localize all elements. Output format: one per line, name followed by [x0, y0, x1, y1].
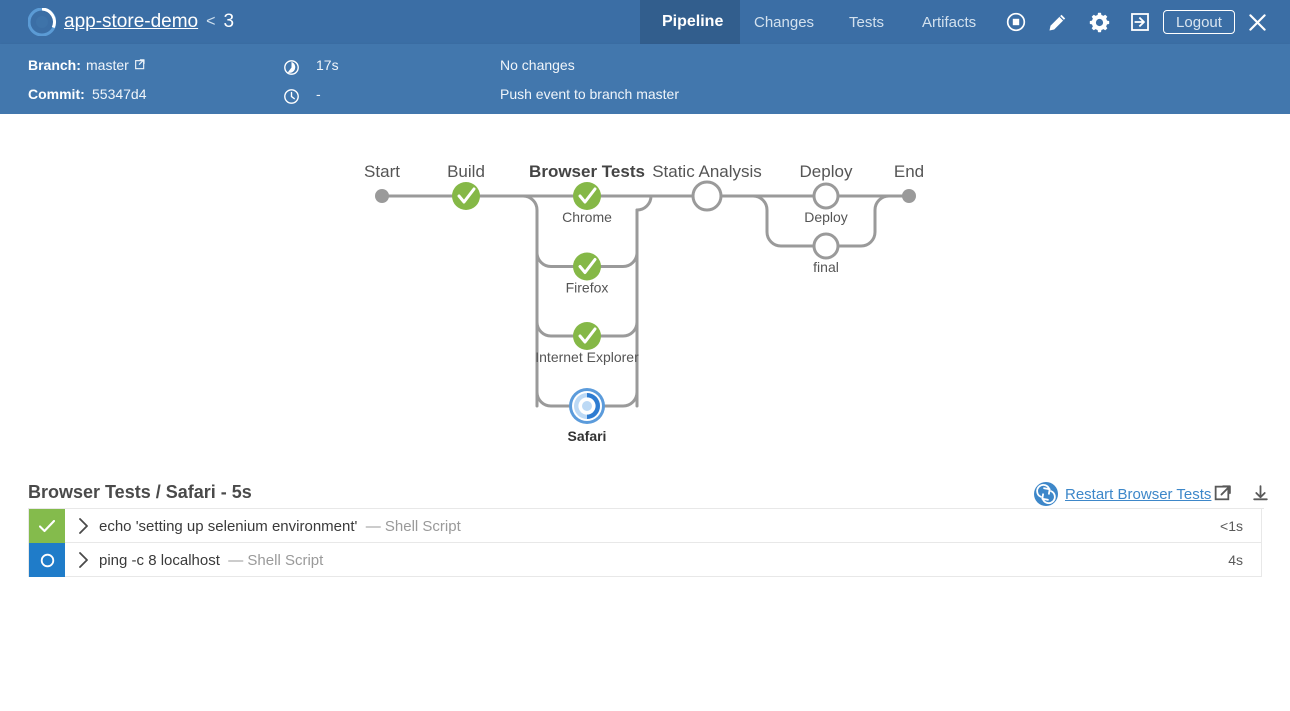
svg-text:Static Analysis: Static Analysis [652, 162, 762, 181]
svg-text:Deploy: Deploy [800, 162, 853, 181]
svg-text:Firefox: Firefox [566, 280, 609, 296]
svg-text:Chrome: Chrome [562, 209, 612, 225]
svg-text:Internet Explorer: Internet Explorer [535, 349, 639, 365]
svg-text:End: End [894, 162, 924, 181]
svg-text:Deploy: Deploy [804, 209, 848, 225]
svg-text:Start: Start [364, 162, 400, 181]
svg-text:final: final [813, 259, 839, 275]
svg-text:Safari: Safari [568, 428, 607, 444]
svg-text:Build: Build [447, 162, 485, 181]
svg-text:Browser Tests: Browser Tests [529, 162, 645, 181]
